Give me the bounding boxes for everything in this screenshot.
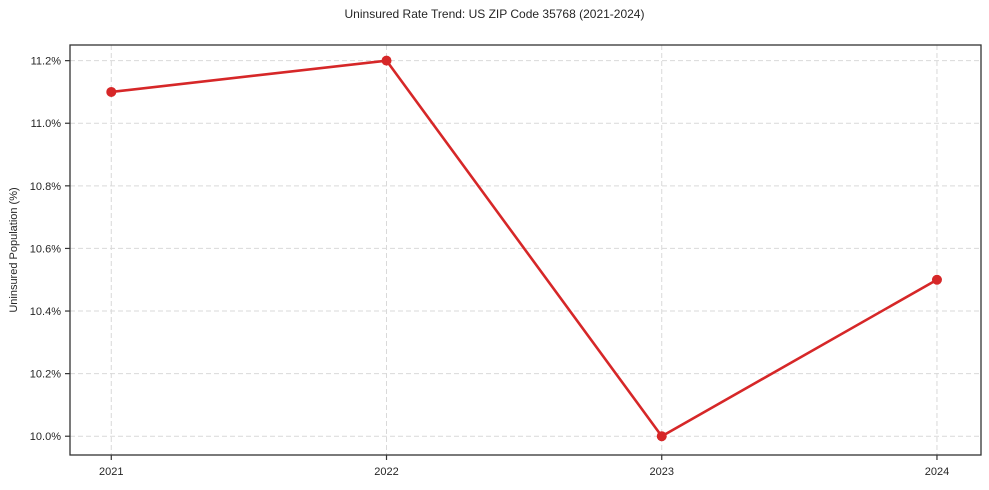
data-point	[381, 55, 392, 66]
x-tick-label: 2024	[925, 466, 949, 478]
y-tick-label: 10.0%	[30, 431, 61, 443]
y-tick-label: 10.6%	[30, 243, 61, 255]
chart-title: Uninsured Rate Trend: US ZIP Code 35768 …	[344, 7, 645, 21]
data-point	[106, 86, 117, 97]
data-point	[931, 274, 942, 285]
y-tick-label: 10.2%	[30, 369, 61, 381]
plot-border	[69, 44, 982, 456]
x-tick-label: 2022	[374, 466, 398, 478]
x-tick-label: 2023	[649, 466, 673, 478]
y-tick-label: 10.4%	[30, 306, 61, 318]
y-tick-label: 11.2%	[31, 56, 62, 68]
x-tick-label: 2021	[99, 466, 123, 478]
y-tick-label: 10.8%	[30, 181, 61, 193]
y-tick-label: 11.0%	[31, 118, 62, 130]
data-point	[656, 431, 667, 442]
data-line	[109, 59, 939, 438]
